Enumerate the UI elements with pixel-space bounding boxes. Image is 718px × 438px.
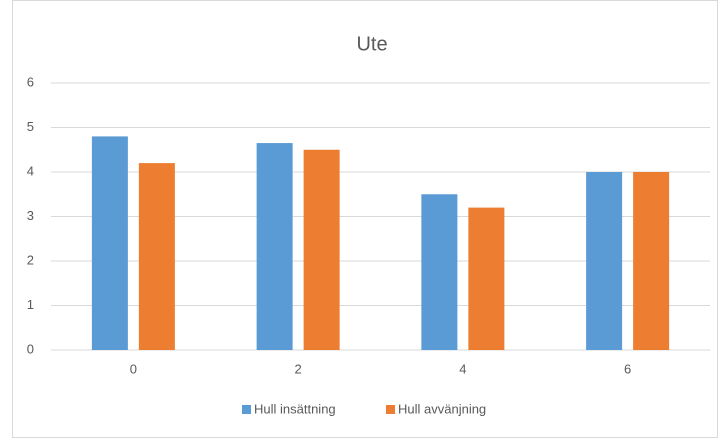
bar: [91, 136, 128, 350]
bar: [256, 143, 293, 350]
x-tick-label: 2: [295, 361, 302, 376]
bar: [421, 194, 458, 350]
legend-label: Hull insättning: [254, 401, 336, 416]
x-tick-label: 0: [130, 361, 137, 376]
bar: [586, 172, 623, 350]
y-tick-label: 5: [27, 119, 34, 134]
bar: [138, 163, 175, 350]
bar: [303, 149, 340, 350]
x-tick-label: 6: [624, 361, 631, 376]
chart-title: Ute: [356, 33, 387, 55]
y-tick-label: 1: [27, 297, 34, 312]
x-tick-label: 4: [459, 361, 466, 376]
y-tick-label: 4: [27, 163, 34, 178]
legend-swatch: [386, 405, 395, 414]
y-tick-label: 6: [27, 74, 34, 89]
bar: [468, 207, 505, 350]
y-tick-label: 2: [27, 252, 34, 267]
y-tick-label: 3: [27, 208, 34, 223]
y-tick-label: 0: [27, 341, 34, 356]
legend-swatch: [242, 405, 251, 414]
legend-label: Hull avvänjning: [398, 401, 486, 416]
bar: [633, 172, 670, 350]
